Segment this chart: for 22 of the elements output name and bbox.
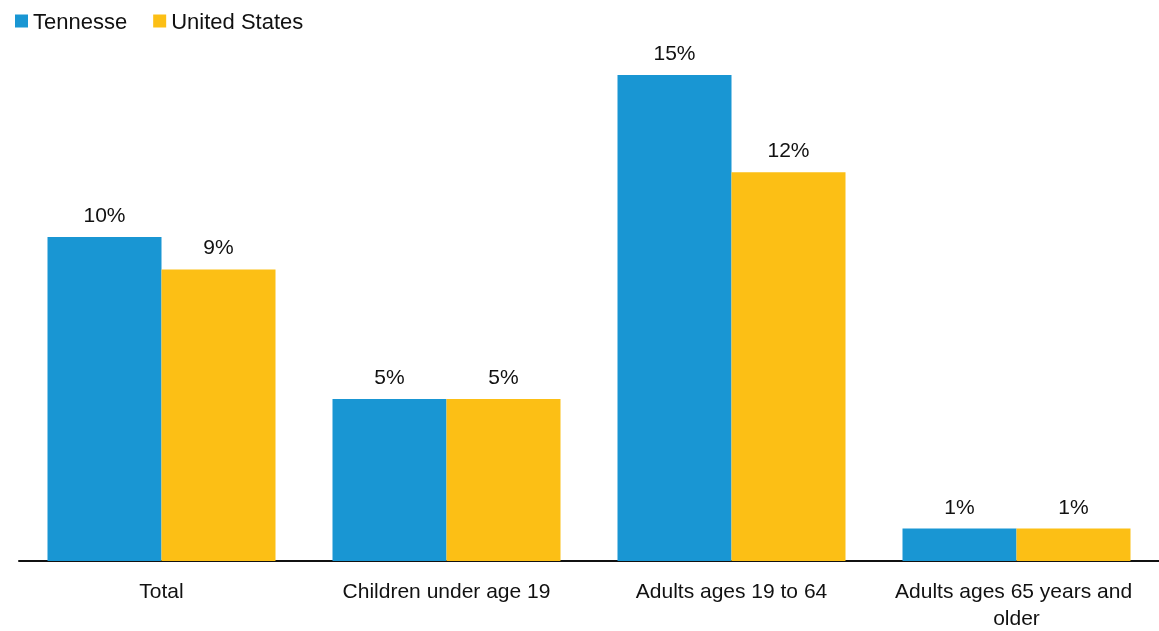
data-label: 5% [374, 365, 405, 388]
x-tick-label: Adults ages 65 years and older [895, 579, 1138, 629]
bar [902, 528, 1017, 561]
data-label: 10% [83, 203, 126, 226]
bar [332, 399, 447, 561]
x-tick-label: Children under age 19 [342, 579, 551, 602]
data-label: 1% [1058, 494, 1089, 518]
data-label: 5% [488, 365, 519, 388]
x-tick-label: Total [139, 579, 184, 602]
legend-label: Tennesse [33, 8, 128, 34]
bar [617, 75, 732, 561]
bar [731, 172, 846, 561]
data-label: 12% [767, 138, 810, 162]
data-label: 9% [203, 235, 234, 259]
x-tick-label: Adults ages 19 to 64 [635, 579, 828, 602]
data-label: 1% [944, 494, 975, 518]
data-label: 15% [653, 41, 696, 64]
bar [47, 237, 162, 561]
bar [446, 399, 561, 561]
bar [161, 269, 276, 561]
legend-label: United States [171, 8, 304, 34]
bar [1016, 528, 1131, 561]
